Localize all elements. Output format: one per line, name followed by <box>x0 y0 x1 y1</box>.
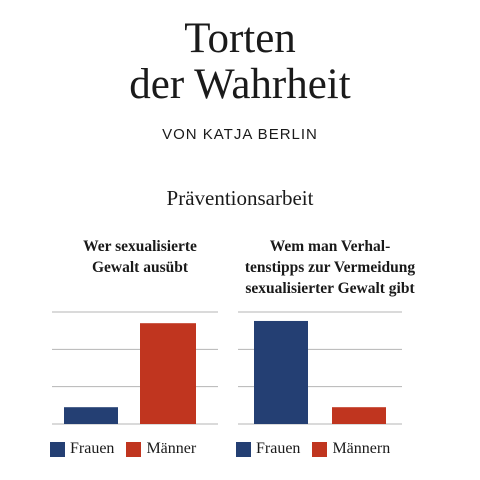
bar-left-frauen <box>64 407 118 424</box>
title-line-1: Torten <box>184 15 296 62</box>
legend-label: Frauen <box>256 440 301 457</box>
chart-left-title-line: Wer sexualisierte <box>83 238 197 255</box>
legend-swatch-maennern <box>312 441 328 457</box>
legend-swatch-maenner <box>126 441 142 457</box>
chart-right-legend: Frauen Männern <box>236 440 402 458</box>
chart-right-title-line: sexualisierter Gewalt gibt <box>245 280 415 297</box>
legend-label: Frauen <box>70 440 115 457</box>
legend-item-frauen: Frauen <box>236 440 300 458</box>
bar-right-maenner <box>332 407 386 424</box>
legend-swatch-frauen <box>236 441 251 457</box>
chart-right-title-line: tenstipps zur Vermeidung <box>244 259 416 276</box>
legend-label: Männern <box>332 440 391 457</box>
chart-left-title: Wer sexualisierte Gewalt ausübt <box>40 236 240 278</box>
page-subtitle: Präventionsarbeit <box>166 186 314 210</box>
title-line-2: der Wahrheit <box>129 61 351 108</box>
legend-item-maennern: Männern <box>312 440 390 458</box>
chart-left-legend: Frauen Männer <box>50 440 208 458</box>
legend-item-maenner: Männer <box>126 440 196 458</box>
legend-label: Männer <box>146 440 197 457</box>
chart-right-title-line: Wem man Verhal- <box>269 238 391 255</box>
page-title: Torten der Wahrheit <box>0 16 480 108</box>
bar-right-frauen <box>254 320 308 424</box>
chart-right-title: Wem man Verhal- tenstipps zur Vermeidung… <box>232 236 428 299</box>
legend-item-frauen: Frauen <box>50 440 114 458</box>
bar-left-maenner <box>140 323 196 424</box>
author-byline: VON KATJA BERLIN <box>162 126 318 143</box>
chart-left-title-line: Gewalt ausübt <box>91 259 189 276</box>
legend-swatch-frauen <box>50 441 65 457</box>
